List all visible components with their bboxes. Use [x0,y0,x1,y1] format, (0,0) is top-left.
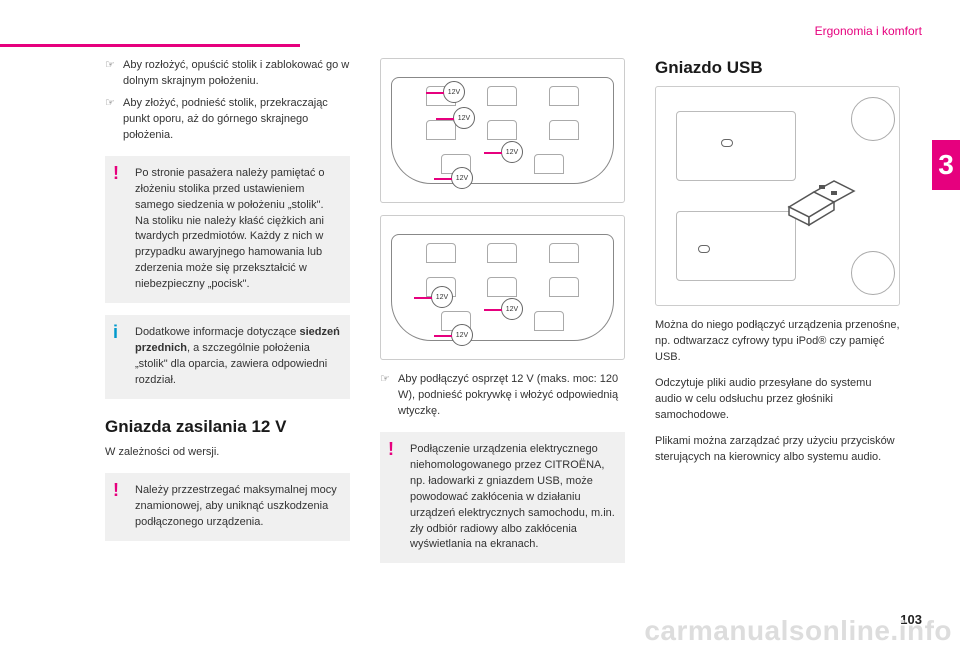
socket-badge-12v: 12V [431,286,453,308]
bullet-item: ☞ Aby podłączyć osprzęt 12 V (maks. moc:… [380,372,625,420]
warning-callout: ! Podłączenie urządzenia elektrycznego n… [380,432,625,564]
usb-plug-icon [779,167,869,237]
bullet-text: Aby podłączyć osprzęt 12 V (maks. moc: 1… [398,372,625,420]
info-callout: i Dodatkowe informacje dotyczące siedzeń… [105,315,350,399]
seat-icon [487,86,517,106]
content-columns: ☞ Aby rozłożyć, opuścić stolik i zabloko… [105,58,900,575]
seat-row [410,86,595,106]
seat-icon [549,86,579,106]
steering-wheel-icon [851,97,895,141]
seat-icon [549,120,579,140]
watermark: carmanualsonline.info [644,615,952,647]
callout-text: Należy przzestrzegać maksymalnej mocy zn… [135,484,337,528]
bullet-glyph: ☞ [380,372,390,420]
van-outline [391,77,614,184]
exclamation-icon: ! [113,481,119,499]
seat-icon [426,243,456,263]
exclamation-icon: ! [113,164,119,182]
body-paragraph: Plikami można zarządzać przy użyciu przy… [655,434,900,466]
seat-icon [487,277,517,297]
warning-callout: ! Po stronie pasażera należy pamiętać o … [105,156,350,304]
seat-icon [549,243,579,263]
seat-row [410,243,595,263]
van-diagram-1: 12V 12V 12V 12V [380,58,625,203]
bullet-glyph: ☞ [105,96,115,144]
callout-text: Dodatkowe informacje dotyczące siedzeń p… [135,326,340,386]
seat-row [410,120,595,140]
socket-badge-12v: 12V [451,167,473,189]
bullet-text: Aby rozłożyć, opuścić stolik i zablokowa… [123,58,350,90]
callout-text: Po stronie pasażera należy pamiętać o zł… [135,167,325,291]
bullet-glyph: ☞ [105,58,115,90]
van-outline [391,234,614,341]
bullet-item: ☞ Aby rozłożyć, opuścić stolik i zabloko… [105,58,350,90]
socket-badge-12v: 12V [501,141,523,163]
socket-badge-12v: 12V [453,107,475,129]
van-diagram-2: 12V 12V 12V [380,215,625,360]
subtext-12v: W zależności od wersji. [105,445,350,461]
seat-icon [534,311,564,331]
section-label: Ergonomia i komfort [815,24,922,38]
steering-wheel-icon [851,251,895,295]
column-3: Gniazdo USB Można [655,58,900,575]
callout-text: Podłączenie urządzenia elektrycznego nie… [410,443,615,551]
info-icon: i [113,323,118,341]
bullet-text: Aby złożyć, podnieść stolik, przekraczaj… [123,96,350,144]
body-paragraph: Odczytuje pliki audio przesyłane do syst… [655,376,900,424]
bullet-item: ☞ Aby złożyć, podnieść stolik, przekracz… [105,96,350,144]
column-1: ☞ Aby rozłożyć, opuścić stolik i zabloko… [105,58,350,575]
seat-icon [549,277,579,297]
seat-icon [534,154,564,174]
usb-port-icon [698,245,710,253]
seat-icon [487,120,517,140]
text-fragment: Dodatkowe informacje dotyczące [135,326,299,338]
seat-icon [487,243,517,263]
usb-diagram [655,86,900,306]
dash-panel [676,211,796,281]
accent-bar [0,44,300,47]
heading-12v: Gniazda zasilania 12 V [105,417,350,437]
heading-usb: Gniazdo USB [655,58,900,78]
socket-badge-12v: 12V [451,324,473,346]
seat-icon [426,120,456,140]
chapter-tab: 3 [932,140,960,190]
socket-badge-12v: 12V [443,81,465,103]
column-2: 12V 12V 12V 12V [380,58,625,575]
usb-port-icon [721,139,733,147]
body-paragraph: Można do niego podłączyć urządzenia prze… [655,318,900,366]
dash-panel [676,111,796,181]
exclamation-icon: ! [388,440,394,458]
warning-callout: ! Należy przzestrzegać maksymalnej mocy … [105,473,350,541]
socket-badge-12v: 12V [501,298,523,320]
